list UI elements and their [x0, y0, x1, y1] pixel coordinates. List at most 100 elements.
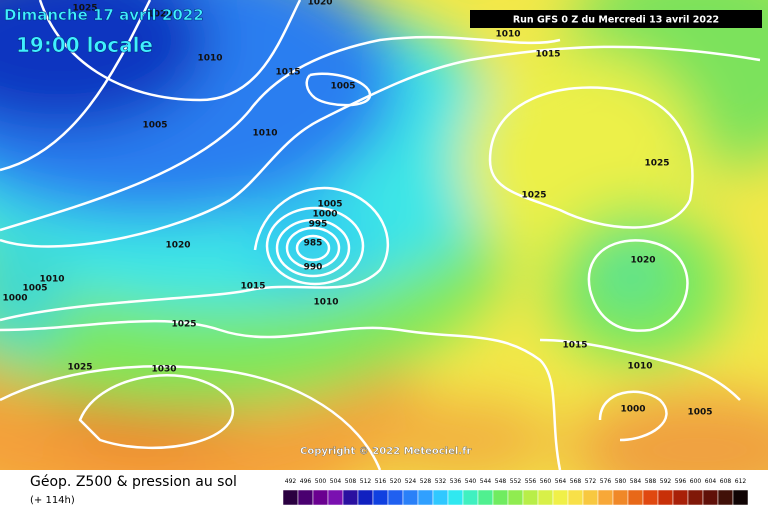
footer-lead: (+ 114h): [30, 495, 75, 506]
legend-label: 576: [600, 478, 612, 485]
legend-swatch: [372, 489, 389, 506]
legend-label: 608: [720, 478, 732, 485]
isobar-label: 1015: [240, 282, 265, 292]
legend: 492 496 500 504 508 512 516 520 524 528 532 536 540 5…: [282, 478, 749, 506]
isobar-label: 1005: [687, 408, 712, 418]
legend-swatch: [702, 489, 719, 506]
legend-label: 508: [345, 478, 357, 485]
isobar-label: 1015: [562, 341, 587, 351]
legend-swatch: [507, 489, 524, 506]
legend-swatch: [357, 489, 374, 506]
legend-swatch: [432, 489, 449, 506]
legend-label: 528: [420, 478, 432, 485]
isobar-label: 1000: [620, 405, 645, 415]
isobar-label: 1025: [171, 320, 196, 330]
legend-label: 544: [480, 478, 492, 485]
legend-label: 568: [570, 478, 582, 485]
isobar-labels: 1025102010201010101510101015100510051010…: [2, 0, 712, 418]
legend-label: 600: [690, 478, 702, 485]
legend-label: 604: [705, 478, 717, 485]
isobar-label: 1020: [165, 241, 190, 251]
legend-label: 556: [525, 478, 537, 485]
legend-label: 516: [375, 478, 387, 485]
isobar-label: 1000: [2, 294, 27, 304]
legend-label: 540: [465, 478, 477, 485]
legend-label: 588: [645, 478, 657, 485]
isobar-label: 1025: [67, 363, 92, 373]
isobar-label: 1020: [630, 256, 655, 266]
legend-label: 612: [735, 478, 747, 485]
isobar-label: 1010: [495, 30, 520, 40]
legend-swatch: [582, 489, 599, 506]
legend-label: 492: [285, 478, 297, 485]
copyright: Copyright © 2022 Meteociel.fr: [300, 446, 471, 457]
legend-label: 584: [630, 478, 642, 485]
legend-swatch: [402, 489, 419, 506]
legend-swatch: [417, 489, 434, 506]
legend-swatch: [282, 489, 299, 506]
legend-swatch: [687, 489, 704, 506]
isobar-label: 1010: [313, 298, 338, 308]
isobar-label: 990: [304, 263, 323, 273]
date: Dimanche 17 avril 2022: [4, 6, 204, 24]
legend-swatch: [627, 489, 644, 506]
legend-swatch: [657, 489, 674, 506]
legend-label: 564: [555, 478, 567, 485]
isobars: [0, 0, 761, 470]
legend-swatch: [447, 489, 464, 506]
isobar-label: 1010: [252, 129, 277, 139]
legend-label: 580: [615, 478, 627, 485]
isobar-label: 1025: [72, 4, 97, 14]
legend-label: 536: [450, 478, 462, 485]
isobar-label: 1025: [521, 191, 546, 201]
legend-label: 500: [315, 478, 327, 485]
isobar-label: 1005: [142, 121, 167, 131]
legend-swatch: [537, 489, 554, 506]
legend-swatch: [297, 489, 314, 506]
legend-swatch: [387, 489, 404, 506]
legend-label: 548: [495, 478, 507, 485]
legend-label: 560: [540, 478, 552, 485]
isobar-label: 985: [304, 239, 323, 249]
legend-swatch: [522, 489, 539, 506]
footer-title: Géop. Z500 & pression au sol: [30, 474, 237, 490]
legend-swatch: [342, 489, 359, 506]
legend-swatch: [567, 489, 584, 506]
isobar-label: 995: [309, 220, 328, 230]
legend-label: 532: [435, 478, 447, 485]
legend-label: 524: [405, 478, 417, 485]
legend-swatch: [552, 489, 569, 506]
run-info: Run GFS 0 Z du Mercredi 13 avril 2022: [513, 15, 719, 26]
isobar-label: 1015: [535, 50, 560, 60]
isobar-label: 1000: [312, 210, 337, 220]
run-box: [470, 10, 762, 28]
legend-swatch: [672, 489, 689, 506]
isobar-label: 1010: [627, 362, 652, 372]
legend-label: 496: [300, 478, 312, 485]
legend-swatch: [717, 489, 734, 506]
legend-label: 504: [330, 478, 342, 485]
legend-label: 520: [390, 478, 402, 485]
time: 19:00 locale: [16, 33, 153, 57]
isobar-label: 1005: [330, 82, 355, 92]
isobar-label: 1025: [644, 159, 669, 169]
legend-swatch: [612, 489, 629, 506]
legend-swatch: [312, 489, 329, 506]
isobar-label: 1015: [275, 68, 300, 78]
legend-swatch: [492, 489, 509, 506]
isobar-label: 1030: [151, 365, 176, 375]
legend-swatch: [597, 489, 614, 506]
legend-swatch: [477, 489, 494, 506]
isobar-label: 1005: [22, 284, 47, 294]
legend-label: 552: [510, 478, 522, 485]
isobar-label: 1010: [39, 275, 64, 285]
isobar-label: 1020: [307, 0, 332, 8]
legend-swatch: [732, 489, 749, 506]
isobar-label: 1020: [147, 10, 172, 20]
legend-label: 592: [660, 478, 672, 485]
isobar-label: 1010: [197, 54, 222, 64]
